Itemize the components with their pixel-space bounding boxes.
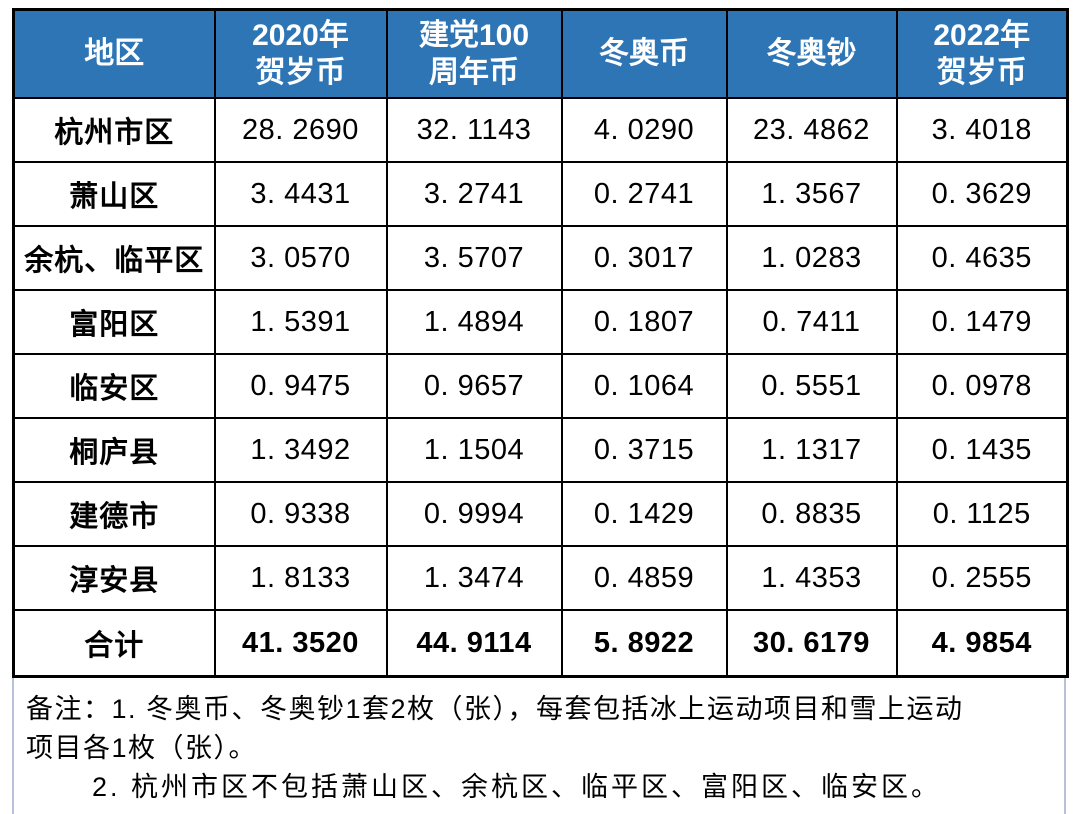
coin-distribution-table: 地区 2020年 贺岁币 建党100 周年币 冬奥币 冬奥钞 xyxy=(12,8,1069,678)
note-line-2: 项目各1枚（张）。 xyxy=(26,733,258,764)
value-cell: 0. 1807 xyxy=(560,289,728,355)
region-cell: 淳安县 xyxy=(12,545,216,611)
total-label: 合计 xyxy=(12,609,216,678)
value-cell: 3. 5707 xyxy=(385,225,563,291)
value-cell: 1. 1317 xyxy=(725,417,898,483)
total-row: 合计 41. 3520 44. 9114 5. 8922 30. 6179 4.… xyxy=(12,609,1069,678)
value-cell: 0. 3017 xyxy=(560,225,728,291)
table-row: 建德市 0. 9338 0. 9994 0. 1429 0. 8835 0. 1… xyxy=(12,481,1069,547)
value-cell: 3. 2741 xyxy=(385,161,563,227)
value-cell: 0. 0978 xyxy=(895,353,1069,419)
table-row: 桐庐县 1. 3492 1. 1504 0. 3715 1. 1317 0. 1… xyxy=(12,417,1069,483)
table-body: 杭州市区 28. 2690 32. 1143 4. 0290 23. 4862 … xyxy=(12,97,1069,611)
total-value: 5. 8922 xyxy=(560,609,728,678)
header-2022-coin: 2022年 贺岁币 xyxy=(895,8,1069,99)
value-cell: 1. 5391 xyxy=(213,289,388,355)
region-cell: 临安区 xyxy=(12,353,216,419)
table-row: 淳安县 1. 8133 1. 3474 0. 4859 1. 4353 0. 2… xyxy=(12,545,1069,611)
header-line: 周年币 xyxy=(429,56,519,89)
table-row: 临安区 0. 9475 0. 9657 0. 1064 0. 5551 0. 0… xyxy=(12,353,1069,419)
value-cell: 0. 1429 xyxy=(560,481,728,547)
table-row: 富阳区 1. 5391 1. 4894 0. 1807 0. 7411 0. 1… xyxy=(12,289,1069,355)
value-cell: 3. 4431 xyxy=(213,161,388,227)
header-line: 贺岁币 xyxy=(255,56,346,89)
value-cell: 0. 1435 xyxy=(895,417,1069,483)
header-line: 地区 xyxy=(84,37,145,71)
note-line-1: 备注：1. 冬奥币、冬奥钞1套2枚（张），每套包括冰上运动项目和雪上运动 xyxy=(26,694,964,724)
table-row: 余杭、临平区 3. 0570 3. 5707 0. 3017 1. 0283 0… xyxy=(12,225,1069,291)
header-line: 2020年 xyxy=(252,18,349,52)
value-cell: 0. 4635 xyxy=(895,225,1069,291)
value-cell: 1. 3567 xyxy=(725,161,898,227)
value-cell: 3. 0570 xyxy=(213,225,388,291)
value-cell: 0. 7411 xyxy=(725,289,898,355)
header-winter-olympics-coin: 冬奥币 xyxy=(560,8,728,99)
value-cell: 1. 3492 xyxy=(213,417,388,483)
value-cell: 28. 2690 xyxy=(213,97,388,163)
total-value: 41. 3520 xyxy=(213,609,388,678)
total-value: 30. 6179 xyxy=(725,609,898,678)
value-cell: 0. 9338 xyxy=(213,481,388,547)
header-winter-olympics-note: 冬奥钞 xyxy=(725,8,898,99)
value-cell: 0. 9475 xyxy=(213,353,388,419)
header-2020-coin: 2020年 贺岁币 xyxy=(213,8,388,99)
total-value: 44. 9114 xyxy=(385,609,563,678)
region-cell: 建德市 xyxy=(12,481,216,547)
value-cell: 0. 2741 xyxy=(560,161,728,227)
table-header: 地区 2020年 贺岁币 建党100 周年币 冬奥币 冬奥钞 xyxy=(12,8,1069,99)
value-cell: 1. 8133 xyxy=(213,545,388,611)
value-cell: 0. 2555 xyxy=(895,545,1069,611)
header-line: 贺岁币 xyxy=(936,56,1027,89)
value-cell: 0. 3715 xyxy=(560,417,728,483)
value-cell: 1. 3474 xyxy=(385,545,563,611)
region-cell: 余杭、临平区 xyxy=(12,225,216,291)
value-cell: 1. 4353 xyxy=(725,545,898,611)
header-party100-coin: 建党100 周年币 xyxy=(385,8,563,99)
value-cell: 4. 0290 xyxy=(560,97,728,163)
header-line: 建党100 xyxy=(418,18,530,52)
value-cell: 0. 3629 xyxy=(895,161,1069,227)
table-row: 杭州市区 28. 2690 32. 1143 4. 0290 23. 4862 … xyxy=(12,97,1069,163)
value-cell: 1. 0283 xyxy=(725,225,898,291)
total-value: 4. 9854 xyxy=(895,609,1069,678)
value-cell: 0. 5551 xyxy=(725,353,898,419)
value-cell: 0. 9994 xyxy=(385,481,563,547)
header-line: 冬奥币 xyxy=(599,37,689,71)
table-row: 萧山区 3. 4431 3. 2741 0. 2741 1. 3567 0. 3… xyxy=(12,161,1069,227)
header-line: 2022年 xyxy=(933,18,1031,52)
header-region: 地区 xyxy=(12,8,216,99)
notes-section: 备注：1. 冬奥币、冬奥钞1套2枚（张），每套包括冰上运动项目和雪上运动 项目各… xyxy=(12,678,1066,814)
value-cell: 0. 1479 xyxy=(895,289,1069,355)
value-cell: 0. 1125 xyxy=(895,481,1069,547)
region-cell: 富阳区 xyxy=(12,289,216,355)
table-footer: 合计 41. 3520 44. 9114 5. 8922 30. 6179 4.… xyxy=(12,609,1069,678)
coin-distribution-sheet: 地区 2020年 贺岁币 建党100 周年币 冬奥币 冬奥钞 xyxy=(12,8,1069,814)
header-line: 冬奥钞 xyxy=(766,37,857,71)
value-cell: 0. 1064 xyxy=(560,353,728,419)
value-cell: 32. 1143 xyxy=(385,97,563,163)
region-cell: 桐庐县 xyxy=(12,417,216,483)
value-cell: 0. 8835 xyxy=(725,481,898,547)
region-cell: 萧山区 xyxy=(12,161,216,227)
region-cell: 杭州市区 xyxy=(12,97,216,163)
note-line-3: 2. 杭州市区不包括萧山区、余杭区、临平区、富阳区、临安区。 xyxy=(92,772,942,803)
value-cell: 1. 1504 xyxy=(385,417,563,483)
value-cell: 0. 4859 xyxy=(560,545,728,611)
value-cell: 1. 4894 xyxy=(385,289,563,355)
header-row: 地区 2020年 贺岁币 建党100 周年币 冬奥币 冬奥钞 xyxy=(12,8,1069,99)
value-cell: 3. 4018 xyxy=(895,97,1069,163)
value-cell: 23. 4862 xyxy=(725,97,898,163)
value-cell: 0. 9657 xyxy=(385,353,563,419)
